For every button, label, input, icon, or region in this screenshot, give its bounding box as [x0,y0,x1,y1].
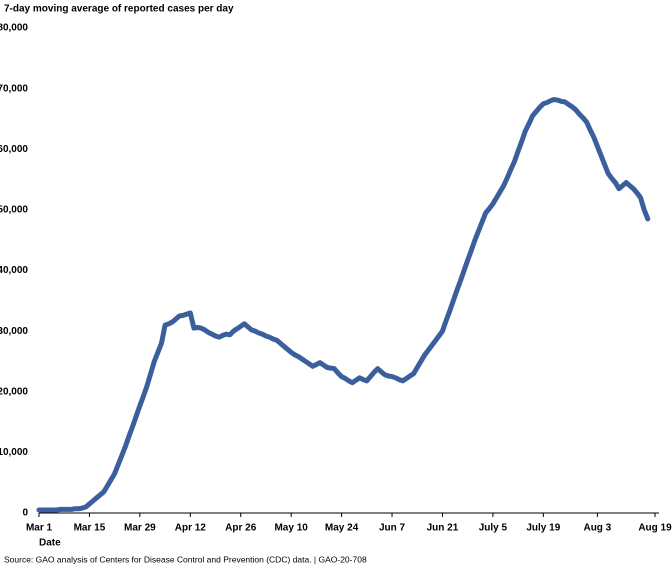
y-tick-label: 20,000 [0,386,28,397]
x-tick-label: May 10 [274,523,308,534]
x-tick-label: Aug 19 [638,523,672,534]
y-tick-label: 70,000 [0,83,28,94]
y-tick-label: 0 [22,508,28,519]
y-tick-label: 40,000 [0,265,28,276]
x-tick-label: Aug 3 [583,523,611,534]
x-tick-label: Mar 1 [26,523,53,534]
data-line [36,97,651,513]
y-tick-label: 50,000 [0,205,28,216]
x-tick-label: Mar 29 [124,523,156,534]
x-axis-label: Date [39,538,61,549]
y-tick-label: 60,000 [0,144,28,155]
x-tick-label: Apr 26 [225,523,257,534]
x-tick-label: Mar 15 [74,523,106,534]
chart-title: 7-day moving average of reported cases p… [4,4,234,15]
x-tick-label: Apr 12 [175,523,207,534]
x-tick-label: May 24 [325,523,359,534]
x-tick-label: Jun 7 [379,523,406,534]
source-note: Source: GAO analysis of Centers for Dise… [4,554,367,564]
y-tick-label: 10,000 [0,447,28,458]
y-tick-label: 30,000 [0,326,28,337]
y-tick-label: 80,000 [0,23,28,34]
x-tick-label: Jun 21 [427,523,459,534]
x-tick-label: July 5 [479,523,508,534]
x-tick-label: July 19 [526,523,560,534]
